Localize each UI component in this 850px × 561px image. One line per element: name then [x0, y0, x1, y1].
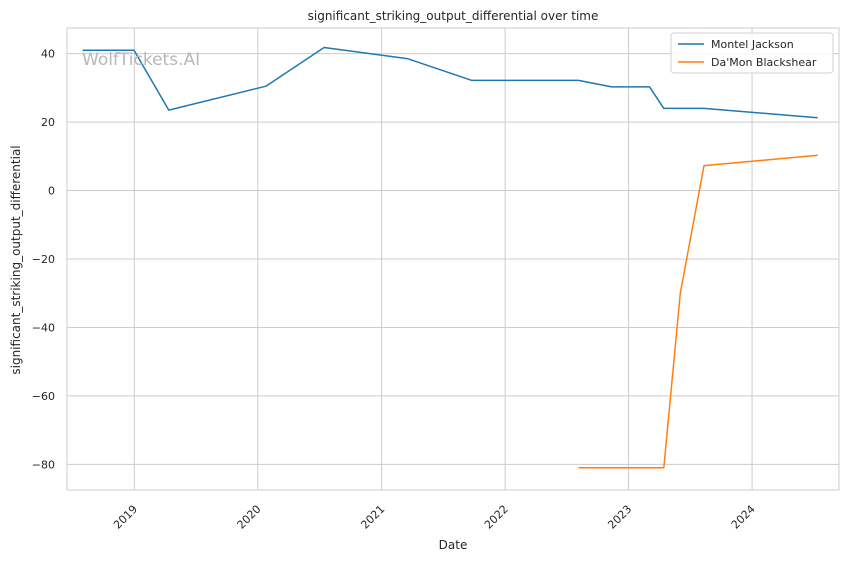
y-tick-label: −40 — [32, 321, 55, 334]
x-tick-label: 2022 — [482, 503, 511, 532]
y-tick-label: 0 — [48, 185, 55, 198]
y-tick-label: 20 — [41, 116, 55, 129]
y-tick-label: −20 — [32, 253, 55, 266]
legend: Montel Jackson Da'Mon Blackshear — [670, 32, 834, 74]
plot-frame — [66, 27, 840, 491]
y-tick-label: −80 — [32, 458, 55, 471]
grid-lines — [67, 28, 839, 490]
y-tick-label: 40 — [41, 48, 55, 61]
y-tick-labels: 40 20 0 −20 −40 −60 −80 — [32, 48, 55, 472]
x-tick-label: 2021 — [358, 503, 387, 532]
x-tick-label: 2019 — [111, 503, 140, 532]
watermark: WolfTickets.AI — [82, 50, 200, 70]
legend-label-damon-blackshear: Da'Mon Blackshear — [711, 56, 817, 69]
legend-box — [670, 32, 834, 74]
x-axis-title: Date — [439, 538, 468, 552]
series-line-1 — [578, 154, 818, 469]
y-tick-label: −60 — [32, 390, 55, 403]
series-line-0 — [82, 46, 818, 119]
chart-title: significant_striking_output_differential… — [308, 9, 599, 23]
x-tick-label: 2024 — [729, 503, 758, 532]
x-tick-label: 2020 — [235, 503, 264, 532]
legend-label-montel-jackson: Montel Jackson — [711, 38, 794, 51]
x-tick-label: 2023 — [605, 503, 634, 532]
x-tick-labels: 2019 2020 2021 2022 2023 2024 — [111, 503, 758, 532]
y-axis-title: significant_striking_output_differential — [9, 145, 23, 374]
series-lines — [82, 46, 818, 469]
